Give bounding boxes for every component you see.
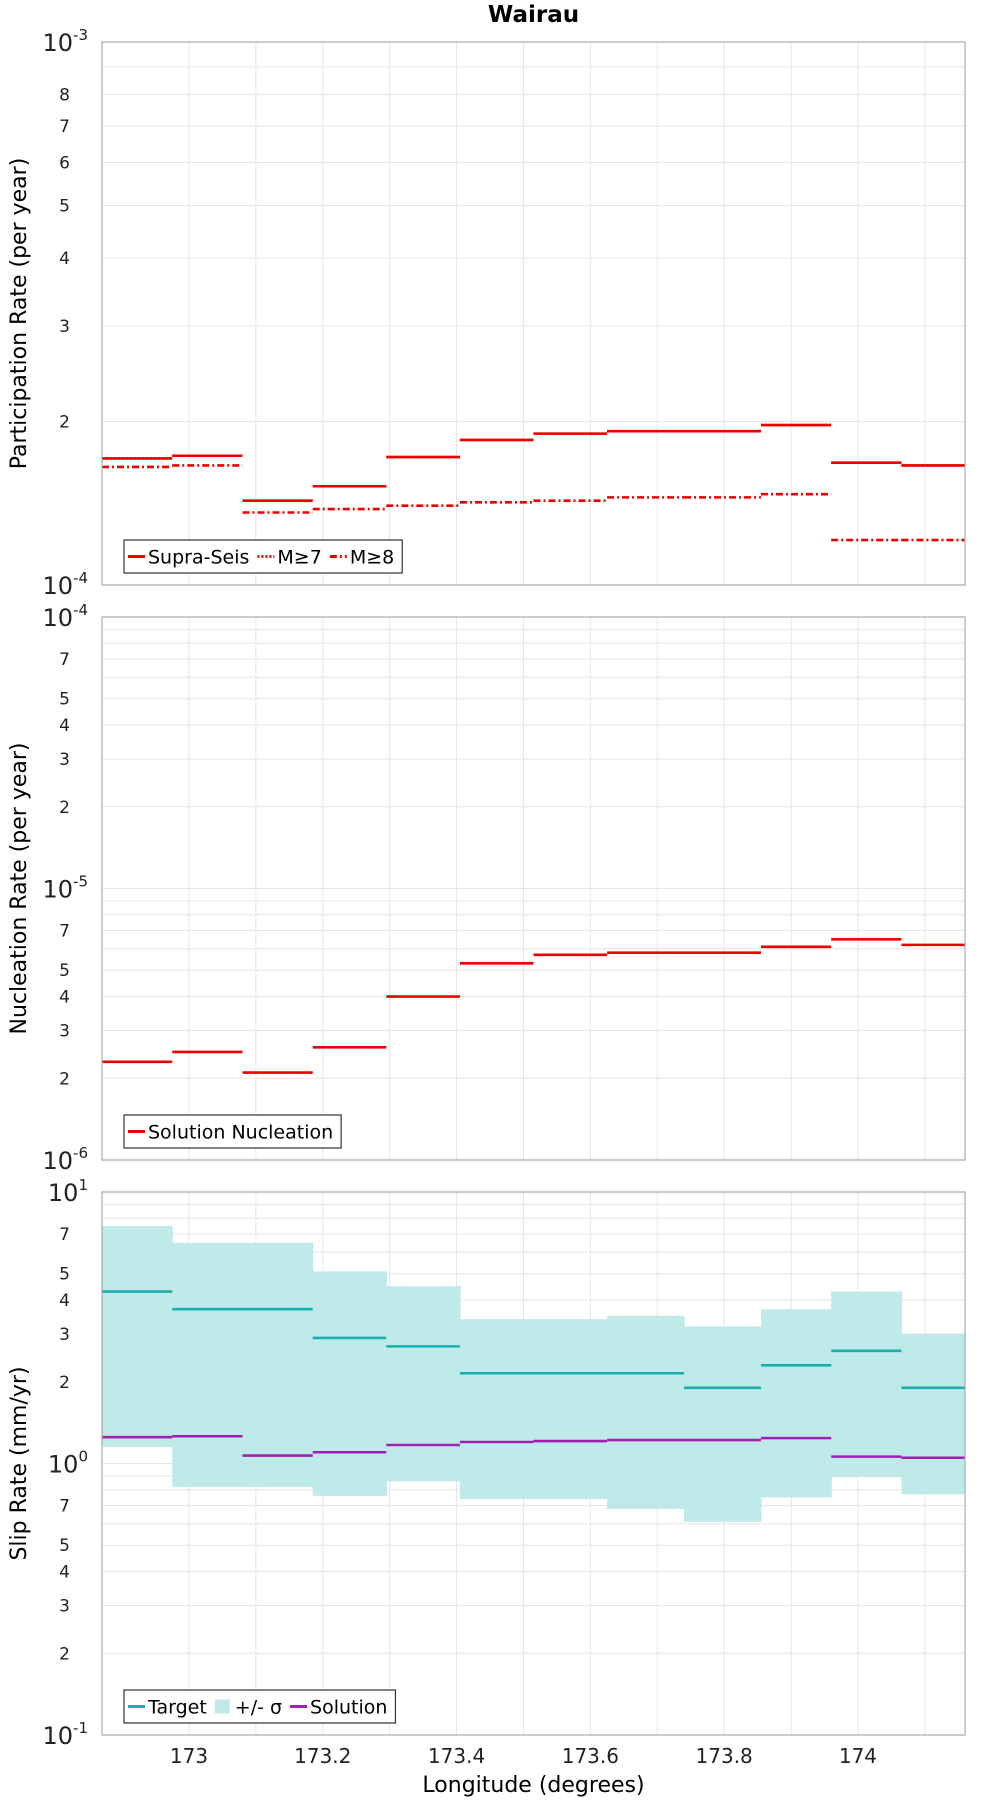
y-tick-label: 3 [59, 1325, 70, 1345]
y-tick-label: 8 [59, 86, 70, 106]
y-tick-label: 5 [59, 196, 70, 216]
x-axis-label: Longitude (degrees) [422, 1773, 644, 1798]
sigma-band-segment [901, 1333, 966, 1495]
y-tick-label: 5 [59, 1536, 70, 1556]
sigma-band-segment [102, 1225, 173, 1448]
y-tick-label-major: 10-3 [42, 26, 88, 57]
legend-box [123, 1689, 397, 1724]
x-tick-label: 173.6 [562, 1744, 619, 1768]
chart-title: Wairau [488, 2, 579, 28]
y-axis-label: Slip Rate (mm/yr) [7, 1366, 32, 1560]
legend-label: +/- σ [235, 1697, 282, 1719]
y-tick-label: 5 [59, 690, 70, 710]
y-tick-label: 7 [59, 1225, 70, 1245]
sigma-band-segment [831, 1291, 903, 1478]
y-tick-label-major: 10-6 [42, 1144, 88, 1175]
y-tick-label-major: 10-4 [42, 601, 88, 632]
sigma-band-segment [242, 1242, 314, 1487]
sigma-band-segment [386, 1286, 461, 1482]
y-tick-label: 4 [59, 1563, 70, 1583]
plot-frame [101, 616, 966, 1161]
sigma-band-segment [172, 1242, 244, 1487]
legend-label: Supra-Seis [148, 547, 249, 569]
sigma-band-segment [459, 1319, 535, 1500]
y-tick-label-major: 10-4 [42, 569, 88, 600]
y-tick-label: 2 [59, 1069, 70, 1089]
y-axis-label: Participation Rate (per year) [7, 158, 32, 470]
y-tick-label-major: 10-5 [42, 873, 88, 904]
sigma-band-segment [760, 1309, 832, 1498]
sigma-band-segment [312, 1271, 387, 1496]
y-tick-label: 3 [59, 750, 70, 770]
legend-label: M≥7 [277, 547, 321, 569]
legend: Solution Nucleation [123, 1114, 342, 1149]
y-tick-label: 4 [59, 1291, 70, 1311]
y-tick-label: 4 [59, 716, 70, 736]
y-tick-label-major: 10-1 [42, 1719, 88, 1750]
y-tick-label: 2 [59, 798, 70, 818]
panel-2: 10-4 7 5 4 3 2 10-5 7 5 4 3 2 10-6 Nucleation Rate (p… [7, 601, 966, 1175]
y-tick-label: 7 [59, 922, 70, 942]
legend-label: Solution [310, 1697, 387, 1719]
legend-label: M≥8 [350, 547, 394, 569]
x-tick-label: 173.4 [428, 1744, 485, 1768]
y-tick-label: 3 [59, 1596, 70, 1616]
y-tick-label: 2 [59, 1644, 70, 1664]
y-axis-label: Nucleation Rate (per year) [7, 743, 32, 1035]
y-tick-label: 3 [59, 317, 70, 337]
y-tick-label: 7 [59, 650, 70, 670]
y-tick-label: 5 [59, 961, 70, 981]
sigma-band-segment [684, 1326, 762, 1522]
legend-box [123, 1114, 342, 1149]
legend: Target +/- σ Solution [123, 1689, 397, 1724]
x-tick-label: 174 [839, 1744, 877, 1768]
panel-1: 10-3 8 7 6 5 4 3 2 10-4 Participation Rate (per y… [7, 26, 966, 600]
x-tick-label: 173.8 [696, 1744, 753, 1768]
sigma-band-segment [533, 1319, 608, 1500]
legend-swatch [214, 1699, 230, 1714]
y-tick-label: 6 [59, 153, 70, 173]
plot-frame [101, 1191, 966, 1736]
legend-label: Solution Nucleation [148, 1122, 333, 1144]
plot-frame [101, 41, 966, 586]
y-tick-label: 7 [59, 1497, 70, 1517]
y-tick-label: 7 [59, 117, 70, 137]
y-tick-label: 4 [59, 988, 70, 1008]
x-tick-label: 173 [170, 1744, 208, 1768]
legend-label: Target [147, 1697, 207, 1719]
y-tick-label-major: 100 [48, 1448, 88, 1479]
y-tick-label: 3 [59, 1021, 70, 1041]
x-tick-label: 173.2 [294, 1744, 351, 1768]
panel-3: 101 7 5 4 3 2 100 7 5 4 3 2 10-1 Slip Rate (mm/yr) Tar… [7, 1176, 966, 1750]
y-tick-label-major: 101 [48, 1176, 88, 1207]
sigma-band-segment [607, 1315, 685, 1509]
y-tick-label: 2 [59, 413, 70, 433]
y-tick-label: 4 [59, 249, 70, 269]
legend: Supra-Seis M≥7 M≥8 [123, 539, 403, 574]
y-tick-label: 2 [59, 1373, 70, 1393]
y-tick-label: 5 [59, 1265, 70, 1285]
